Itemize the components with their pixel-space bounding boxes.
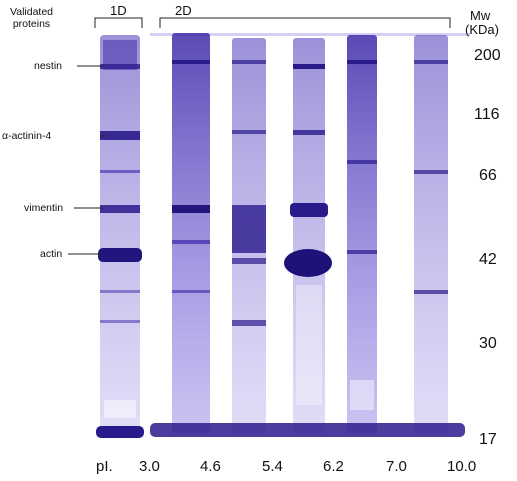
bracket-1d (94, 17, 143, 28)
pi-value-3-0: 3.0 (139, 458, 160, 475)
pi-value-7-0: 7.0 (386, 458, 407, 475)
mw-marker-42: 42 (479, 251, 497, 268)
bracket-2d (159, 17, 451, 28)
protein-label-vimentin: vimentin (24, 202, 64, 214)
mw-marker-30: 30 (479, 335, 497, 352)
mw-marker-200: 200 (474, 47, 501, 64)
lane-2d-4 (347, 35, 377, 433)
label-1d: 1D (110, 3, 127, 18)
validated-proteins-label: Validated proteins (10, 6, 54, 30)
pi-value-6-2: 6.2 (323, 458, 344, 475)
protein-label-alpha-actinin-4: α-actinin-4 (2, 130, 52, 142)
lane-2d-1 (172, 33, 210, 433)
kda-label: (KDa) (465, 22, 499, 37)
lane-1d (96, 35, 144, 438)
mw-marker-17: 17 (479, 431, 497, 448)
lane-2d-3 (284, 38, 332, 433)
protein-label-nestin: nestin (34, 60, 63, 72)
mw-label: Mw (470, 8, 491, 23)
leader-lines (68, 65, 106, 255)
lane-2d-2 (232, 38, 266, 433)
mw-marker-66: 66 (479, 167, 497, 184)
pi-value-4-6: 4.6 (200, 458, 221, 475)
lane-2d-5 (414, 35, 448, 433)
pi-label: pI. (96, 458, 113, 475)
protein-label-actin: actin (40, 248, 63, 260)
pi-value-5-4: 5.4 (262, 458, 283, 475)
label-2d: 2D (175, 3, 192, 18)
mw-marker-116: 116 (474, 106, 500, 123)
pi-value-10-0: 10.0 (447, 458, 477, 475)
